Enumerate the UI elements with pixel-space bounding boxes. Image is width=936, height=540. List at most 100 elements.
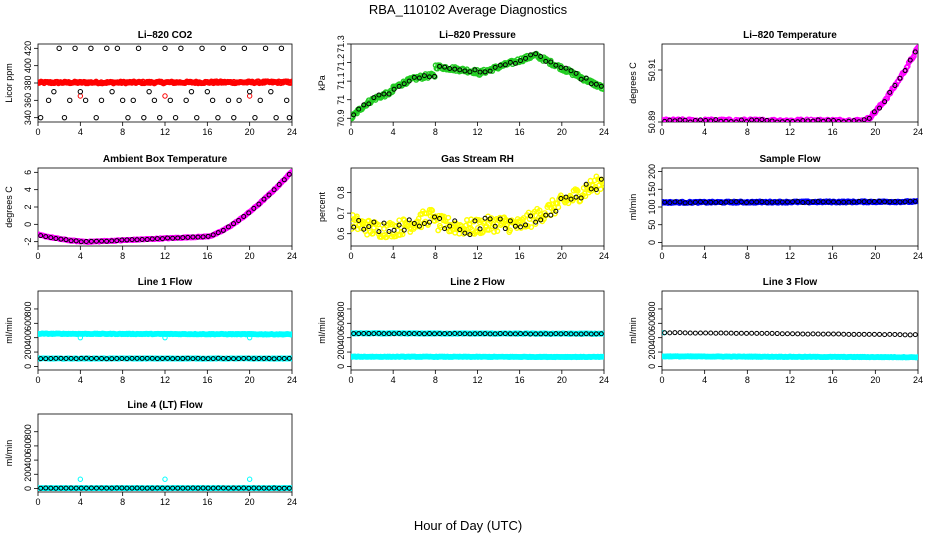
y-axis-label-line1: ml/min (4, 317, 14, 344)
y-tick-label: 50.89 (647, 111, 657, 134)
data-point (563, 194, 569, 200)
data-point (416, 331, 422, 337)
series-temp-dense (662, 44, 918, 122)
data-point (477, 331, 483, 337)
panel-title-pressure: Li–820 Pressure (439, 30, 516, 41)
data-point (88, 485, 94, 491)
data-point (472, 331, 478, 337)
data-point (884, 95, 891, 102)
data-point (98, 97, 105, 104)
data-point (779, 119, 785, 122)
data-point (53, 355, 59, 361)
data-point (215, 230, 221, 236)
data-point (276, 485, 282, 491)
y-tick-label: 800 (647, 301, 657, 316)
data-point (391, 331, 397, 337)
data-point (421, 73, 427, 79)
plot-frame-sample (661, 167, 919, 247)
data-point (472, 218, 478, 224)
data-point (78, 355, 84, 361)
data-point (149, 236, 155, 242)
data-point (902, 68, 908, 74)
x-tick-label: 24 (287, 127, 297, 137)
x-tick-label: 4 (78, 375, 83, 385)
panel-temp: Li–820 Temperature 0 4 8 12 16 20 24 50.89 50.91 d… (628, 30, 923, 137)
x-tick-label: 16 (202, 497, 212, 507)
data-point (99, 238, 105, 244)
data-point (146, 88, 152, 95)
data-point (276, 181, 282, 187)
series-rh-avg (351, 176, 604, 238)
data-point (549, 197, 556, 203)
y-tick-label: 4 (23, 187, 33, 192)
data-point (866, 115, 872, 121)
data-point (578, 331, 584, 337)
y-tick-label: 340 (23, 110, 33, 125)
x-tick-label: 0 (659, 127, 664, 137)
y-tick-label: 200 (23, 467, 33, 482)
data-point (251, 485, 257, 491)
panel-title-line3: Line 3 Flow (763, 277, 818, 288)
data-point (723, 118, 729, 122)
data-point (744, 199, 750, 205)
data-point (48, 485, 54, 491)
data-point (432, 214, 438, 220)
data-point (432, 73, 438, 79)
data-point (851, 118, 857, 122)
data-point (480, 229, 486, 235)
series-pressure-dense (351, 50, 604, 122)
data-point (190, 234, 196, 240)
data-point (708, 199, 714, 205)
data-point (38, 485, 44, 491)
data-point (366, 101, 372, 107)
data-point (682, 117, 688, 122)
data-point (805, 118, 811, 122)
data-point (437, 63, 443, 69)
data-point (703, 330, 709, 336)
data-point (205, 356, 211, 362)
data-point (442, 226, 448, 232)
data-point (718, 330, 724, 336)
data-point (598, 83, 604, 89)
points-pressure (351, 50, 604, 122)
data-point (139, 237, 145, 243)
data-point (78, 485, 84, 491)
data-point (246, 93, 253, 99)
data-point (882, 199, 888, 205)
data-point (733, 119, 739, 122)
data-point (154, 236, 160, 242)
data-point (830, 117, 836, 122)
data-point (507, 218, 513, 224)
x-axis-label: Hour of Day (UTC) (414, 518, 522, 533)
data-point (825, 199, 831, 205)
points-line1 (38, 330, 292, 362)
data-point (371, 331, 377, 337)
data-point (88, 355, 94, 361)
data-point (764, 199, 770, 205)
data-point (588, 186, 594, 192)
data-point (892, 331, 898, 337)
data-point (356, 331, 362, 337)
points-rh (351, 173, 604, 241)
data-point (281, 485, 287, 491)
data-point (286, 114, 292, 121)
y-tick-label: 400 (23, 330, 33, 345)
data-point (43, 485, 49, 491)
data-point (205, 485, 211, 491)
data-point (563, 65, 569, 71)
data-point (241, 485, 247, 491)
x-tick-label: 8 (120, 251, 125, 261)
series-line3-avg (662, 330, 918, 338)
points-line3 (662, 329, 918, 361)
data-point (805, 199, 811, 205)
panel-line4: Line 4 (LT) Flow 0 4 8 12 16 20 24 0 200400600800… (4, 400, 297, 507)
data-point (583, 181, 589, 187)
data-point (733, 199, 739, 205)
data-point (286, 485, 292, 491)
data-point (452, 218, 458, 224)
data-point (723, 199, 729, 205)
data-point (582, 193, 589, 200)
data-point (210, 232, 216, 238)
data-point (149, 485, 155, 491)
data-point (672, 118, 678, 122)
